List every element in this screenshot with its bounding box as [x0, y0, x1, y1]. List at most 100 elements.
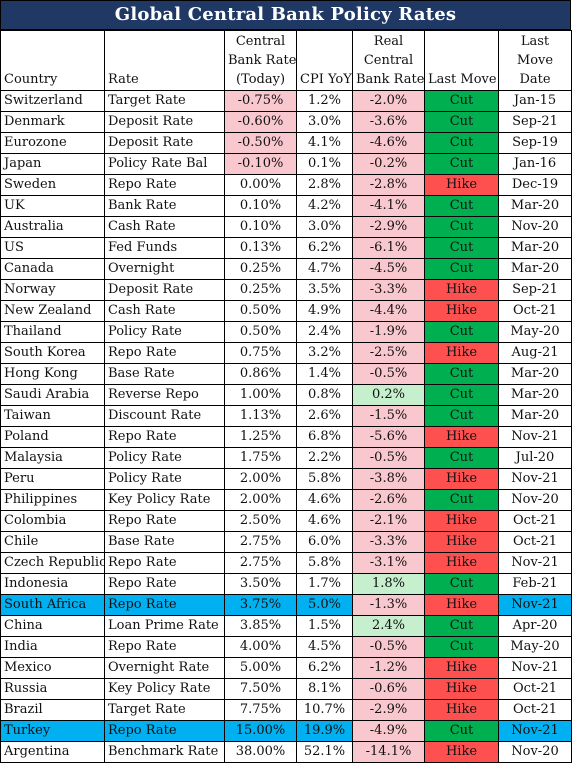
- table-row[interactable]: UK Bank Rate 0.10% 4.2% -4.1% Cut Mar-20: [0, 195, 572, 217]
- rate-type-cell[interactable]: Policy Rate Bal: [104, 153, 225, 175]
- table-row[interactable]: Norway Deposit Rate 0.25% 3.5% -3.3% Hike Sep-…: [0, 279, 572, 301]
- cpi-yoy-cell[interactable]: 1.7%: [296, 573, 353, 595]
- real-rate-cell[interactable]: -5.6%: [352, 426, 425, 448]
- cpi-yoy-cell[interactable]: 1.5%: [296, 615, 353, 637]
- central-bank-rate-cell[interactable]: 38.00%: [224, 741, 297, 763]
- cpi-yoy-cell[interactable]: 52.1%: [296, 741, 353, 763]
- rate-type-cell[interactable]: Deposit Rate: [104, 132, 225, 154]
- real-rate-cell[interactable]: -14.1%: [352, 741, 425, 763]
- last-move-date-cell[interactable]: Jan-16: [498, 153, 572, 175]
- rate-type-cell[interactable]: Repo Rate: [104, 174, 225, 196]
- real-rate-cell[interactable]: -0.2%: [352, 153, 425, 175]
- country-cell[interactable]: South Africa: [0, 594, 105, 616]
- country-cell[interactable]: Saudi Arabia: [0, 384, 105, 406]
- country-cell[interactable]: Denmark: [0, 111, 105, 133]
- country-cell[interactable]: Norway: [0, 279, 105, 301]
- central-bank-rate-cell[interactable]: 7.75%: [224, 699, 297, 721]
- central-bank-rate-cell[interactable]: 2.00%: [224, 489, 297, 511]
- last-move-date-cell[interactable]: Mar-20: [498, 363, 572, 385]
- rate-type-cell[interactable]: Overnight Rate: [104, 657, 225, 679]
- last-move-cell[interactable]: Cut: [424, 111, 499, 133]
- cpi-yoy-cell[interactable]: 3.0%: [296, 216, 353, 238]
- cpi-yoy-cell[interactable]: 3.0%: [296, 111, 353, 133]
- country-cell[interactable]: Chile: [0, 531, 105, 553]
- central-bank-rate-cell[interactable]: 0.10%: [224, 195, 297, 217]
- country-cell[interactable]: Taiwan: [0, 405, 105, 427]
- last-move-date-cell[interactable]: Nov-21: [498, 657, 572, 679]
- rate-type-cell[interactable]: Bank Rate: [104, 195, 225, 217]
- last-move-date-cell[interactable]: May-20: [498, 636, 572, 658]
- rate-type-cell[interactable]: Repo Rate: [104, 573, 225, 595]
- table-row[interactable]: Denmark Deposit Rate -0.60% 3.0% -3.6% Cut Sep…: [0, 111, 572, 133]
- real-rate-cell[interactable]: -2.8%: [352, 174, 425, 196]
- header-last-move[interactable]: Last Move: [424, 30, 499, 91]
- last-move-cell[interactable]: Cut: [424, 216, 499, 238]
- rate-type-cell[interactable]: Base Rate: [104, 531, 225, 553]
- table-row[interactable]: China Loan Prime Rate 3.85% 1.5% 2.4% Cut Apr-…: [0, 615, 572, 637]
- country-cell[interactable]: Turkey: [0, 720, 105, 742]
- last-move-cell[interactable]: Cut: [424, 153, 499, 175]
- cpi-yoy-cell[interactable]: 4.1%: [296, 132, 353, 154]
- header-cpi[interactable]: CPI YoY: [296, 30, 353, 91]
- table-row[interactable]: India Repo Rate 4.00% 4.5% -0.5% Cut May-20: [0, 636, 572, 658]
- table-row[interactable]: Russia Key Policy Rate 7.50% 8.1% -0.6% Hike O…: [0, 678, 572, 700]
- cpi-yoy-cell[interactable]: 4.6%: [296, 510, 353, 532]
- header-cb-rate[interactable]: Central Bank Rate (Today): [224, 30, 297, 91]
- table-row[interactable]: Switzerland Target Rate -0.75% 1.2% -2.0% Cut…: [0, 90, 572, 112]
- table-row[interactable]: Canada Overnight 0.25% 4.7% -4.5% Cut Mar-20: [0, 258, 572, 280]
- central-bank-rate-cell[interactable]: 0.75%: [224, 342, 297, 364]
- cpi-yoy-cell[interactable]: 2.2%: [296, 447, 353, 469]
- country-cell[interactable]: Colombia: [0, 510, 105, 532]
- last-move-cell[interactable]: Hike: [424, 342, 499, 364]
- central-bank-rate-cell[interactable]: 0.25%: [224, 279, 297, 301]
- last-move-cell[interactable]: Cut: [424, 384, 499, 406]
- real-rate-cell[interactable]: -3.8%: [352, 468, 425, 490]
- central-bank-rate-cell[interactable]: 2.75%: [224, 531, 297, 553]
- last-move-date-cell[interactable]: Nov-20: [498, 216, 572, 238]
- central-bank-rate-cell[interactable]: 1.75%: [224, 447, 297, 469]
- rate-type-cell[interactable]: Repo Rate: [104, 342, 225, 364]
- last-move-cell[interactable]: Cut: [424, 90, 499, 112]
- central-bank-rate-cell[interactable]: 1.00%: [224, 384, 297, 406]
- table-row[interactable]: Sweden Repo Rate 0.00% 2.8% -2.8% Hike Dec-19: [0, 174, 572, 196]
- country-cell[interactable]: Hong Kong: [0, 363, 105, 385]
- last-move-cell[interactable]: Cut: [424, 321, 499, 343]
- central-bank-rate-cell[interactable]: -0.50%: [224, 132, 297, 154]
- last-move-cell[interactable]: Hike: [424, 552, 499, 574]
- central-bank-rate-cell[interactable]: -0.75%: [224, 90, 297, 112]
- cpi-yoy-cell[interactable]: 4.2%: [296, 195, 353, 217]
- central-bank-rate-cell[interactable]: 1.13%: [224, 405, 297, 427]
- table-row[interactable]: Poland Repo Rate 1.25% 6.8% -5.6% Hike Nov-21: [0, 426, 572, 448]
- central-bank-rate-cell[interactable]: -0.60%: [224, 111, 297, 133]
- central-bank-rate-cell[interactable]: 0.50%: [224, 321, 297, 343]
- country-cell[interactable]: Philippines: [0, 489, 105, 511]
- last-move-cell[interactable]: Cut: [424, 615, 499, 637]
- real-rate-cell[interactable]: -3.1%: [352, 552, 425, 574]
- cpi-yoy-cell[interactable]: 6.2%: [296, 657, 353, 679]
- country-cell[interactable]: New Zealand: [0, 300, 105, 322]
- cpi-yoy-cell[interactable]: 5.8%: [296, 468, 353, 490]
- central-bank-rate-cell[interactable]: 3.85%: [224, 615, 297, 637]
- cpi-yoy-cell[interactable]: 4.5%: [296, 636, 353, 658]
- country-cell[interactable]: South Korea: [0, 342, 105, 364]
- cpi-yoy-cell[interactable]: 3.5%: [296, 279, 353, 301]
- last-move-date-cell[interactable]: Dec-19: [498, 174, 572, 196]
- rate-type-cell[interactable]: Repo Rate: [104, 552, 225, 574]
- last-move-date-cell[interactable]: Mar-20: [498, 405, 572, 427]
- rate-type-cell[interactable]: Cash Rate: [104, 300, 225, 322]
- rate-type-cell[interactable]: Repo Rate: [104, 636, 225, 658]
- country-cell[interactable]: Malaysia: [0, 447, 105, 469]
- rate-type-cell[interactable]: Deposit Rate: [104, 279, 225, 301]
- last-move-cell[interactable]: Cut: [424, 237, 499, 259]
- country-cell[interactable]: Russia: [0, 678, 105, 700]
- table-row[interactable]: New Zealand Cash Rate 0.50% 4.9% -4.4% Hike Oc…: [0, 300, 572, 322]
- table-row[interactable]: Chile Base Rate 2.75% 6.0% -3.3% Hike Oct-21: [0, 531, 572, 553]
- cpi-yoy-cell[interactable]: 0.1%: [296, 153, 353, 175]
- table-row[interactable]: Thailand Policy Rate 0.50% 2.4% -1.9% Cut May-…: [0, 321, 572, 343]
- last-move-cell[interactable]: Hike: [424, 741, 499, 763]
- cpi-yoy-cell[interactable]: 0.8%: [296, 384, 353, 406]
- real-rate-cell[interactable]: -4.6%: [352, 132, 425, 154]
- table-row[interactable]: Taiwan Discount Rate 1.13% 2.6% -1.5% Cut Mar-…: [0, 405, 572, 427]
- central-bank-rate-cell[interactable]: 0.25%: [224, 258, 297, 280]
- last-move-cell[interactable]: Hike: [424, 657, 499, 679]
